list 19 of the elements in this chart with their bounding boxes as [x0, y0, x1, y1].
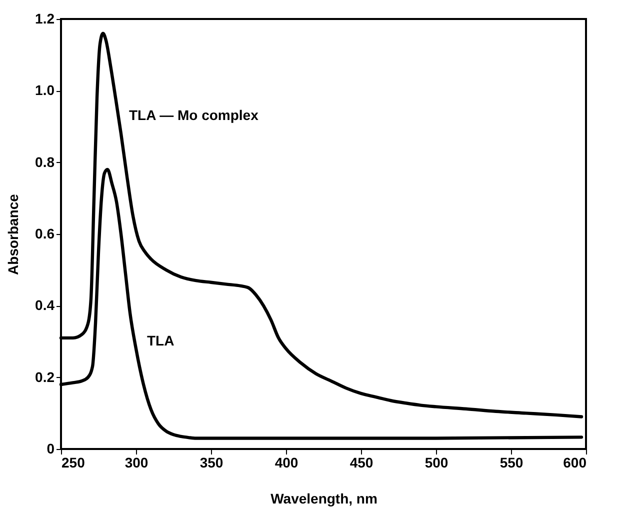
x-tick-label: 250: [62, 454, 86, 470]
y-axis-title: Absorbance: [5, 194, 22, 275]
x-tick-label: 600: [563, 454, 587, 470]
y-tick-label: 1.0: [35, 82, 55, 98]
x-tick-label: 450: [350, 454, 374, 470]
y-tick-label: 0.6: [35, 226, 55, 242]
y-tick-label: 0.8: [35, 154, 55, 170]
y-tick-label: 0.4: [35, 297, 55, 314]
x-axis-title: Wavelength, nm: [270, 490, 378, 506]
x-tick-label: 300: [124, 454, 148, 470]
y-tick-label: 1.2: [35, 10, 55, 26]
x-tick-label: 550: [500, 454, 524, 470]
y-tick-label: 0: [46, 440, 55, 456]
x-tick-label: 500: [424, 454, 448, 470]
x-tick-label: 400: [274, 454, 298, 470]
x-tick-label: 350: [200, 454, 224, 470]
annotation: TLA: [147, 332, 174, 348]
annotation: TLA — Mo complex: [129, 106, 259, 123]
y-tick-label: 0.2: [35, 368, 55, 385]
